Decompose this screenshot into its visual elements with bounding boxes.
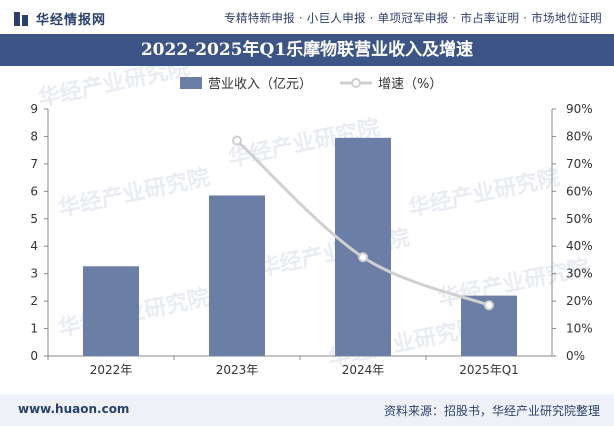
footer-url[interactable]: www.huaon.com [18,402,130,416]
logo-icon [14,11,28,26]
growth-point-1 [232,135,242,146]
legend-bar-swatch [180,77,202,89]
x-tick-label: 2022年 [90,363,133,377]
left-tick-label: 4 [30,239,38,253]
header-bar: 华经情报网 专精特新申报 · 小巨人申报 · 单项冠军申报 · 市占率证明 · … [0,0,614,34]
legend-line-label: 增速（%） [378,77,442,92]
footer-source: 资料来源：招股书，华经产业研究院整理 [383,404,600,418]
right-tick-label: 60% [566,184,593,198]
right-tick-label: 30% [566,267,593,281]
title-bar: 2022-2025年Q1乐摩物联营业收入及增速 [0,34,614,66]
logo[interactable]: 华经情报网 [14,9,106,28]
bar-1 [83,266,139,356]
x-tick-label: 2024年 [342,363,385,377]
right-tick-label: 80% [566,129,593,143]
left-tick-label: 3 [30,267,38,281]
watermark-text: 华经产业研究院 [56,164,212,221]
left-tick-label: 0 [30,349,38,363]
x-tick-label: 2023年 [216,363,259,377]
chart-title: 2022-2025年Q1乐摩物联营业收入及增速 [140,40,474,60]
left-tick-label: 9 [30,102,38,116]
right-tick-label: 20% [566,294,593,308]
bar-2 [209,195,265,356]
header-tagline: 专精特新申报 · 小巨人申报 · 单项冠军申报 · 市占率证明 · 市场地位证明 [224,11,602,25]
x-tick-label: 2025年Q1 [459,363,519,377]
left-tick-label: 2 [30,294,38,308]
right-tick-label: 10% [566,322,593,336]
watermark-text: 华经产业研究院 [36,66,192,112]
left-tick-label: 7 [30,157,38,171]
footer-bar: www.huaon.com 资料来源：招股书，华经产业研究院整理 [0,394,614,426]
bar-3 [335,137,391,356]
right-tick-label: 50% [566,212,593,226]
right-tick-label: 70% [566,157,593,171]
right-tick-label: 90% [566,102,593,116]
chart-area: 华经产业研究院华经产业研究院华经产业研究院华经产业研究院华经产业研究院华经产业研… [30,66,593,377]
growth-point-3 [484,300,494,311]
logo-text: 华经情报网 [36,13,107,28]
left-tick-label: 1 [30,322,38,336]
right-tick-label: 0% [566,349,585,363]
growth-point-2 [358,252,368,263]
legend-line-marker [351,78,361,88]
watermark-text: 华经产业研究院 [406,164,562,221]
left-tick-label: 8 [30,129,38,143]
right-tick-label: 40% [566,239,593,253]
left-tick-label: 5 [30,212,38,226]
left-tick-label: 6 [30,184,38,198]
legend-bar-label: 营业收入（亿元） [208,77,312,92]
